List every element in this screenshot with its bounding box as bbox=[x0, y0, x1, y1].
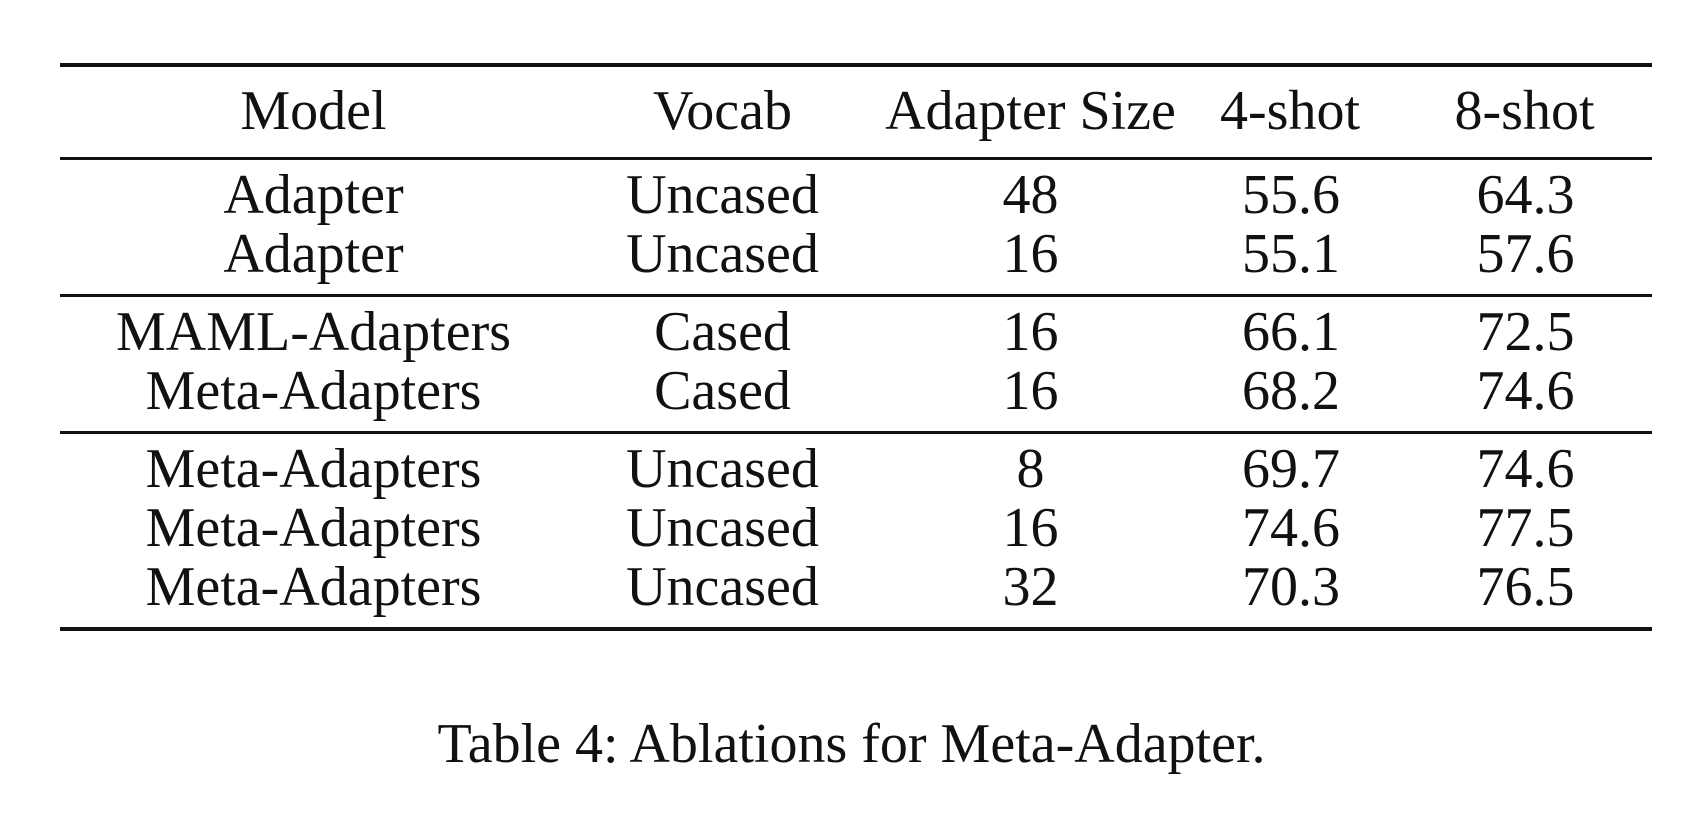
table-row: Adapter Uncased 48 55.6 64.3 bbox=[60, 159, 1652, 226]
header-row: Model Vocab Adapter Size 4-shot 8-shot bbox=[60, 65, 1652, 159]
header-adapter-size: Adapter Size bbox=[885, 79, 1176, 142]
table-row: Meta-Adapters Uncased 32 70.3 76.5 bbox=[60, 558, 1652, 629]
cell-vocab: Cased bbox=[654, 360, 791, 422]
cell-8-shot: 74.6 bbox=[1476, 438, 1575, 500]
cell-8-shot: 64.3 bbox=[1476, 164, 1575, 226]
table-row: Meta-Adapters Cased 16 68.2 74.6 bbox=[60, 362, 1652, 433]
header-vocab: Vocab bbox=[653, 79, 792, 142]
header-8-shot: 8-shot bbox=[1454, 79, 1595, 142]
cell-8-shot: 76.5 bbox=[1476, 556, 1575, 618]
cell-vocab: Uncased bbox=[626, 556, 819, 618]
cell-model: Meta-Adapters bbox=[145, 360, 482, 422]
table-row: MAML-Adapters Cased 16 66.1 72.5 bbox=[60, 296, 1652, 363]
cell-vocab: Uncased bbox=[626, 223, 819, 285]
ablation-table: Model Vocab Adapter Size 4-shot 8-shot A… bbox=[60, 63, 1652, 631]
header-model: Model bbox=[240, 79, 387, 142]
header-4-shot: 4-shot bbox=[1220, 79, 1360, 142]
cell-vocab: Cased bbox=[654, 301, 791, 363]
cell-8-shot: 72.5 bbox=[1476, 301, 1575, 363]
cell-8-shot: 57.6 bbox=[1476, 223, 1575, 285]
cell-adapter-size: 16 bbox=[1002, 223, 1059, 285]
cell-8-shot: 77.5 bbox=[1476, 497, 1575, 559]
cell-model: MAML-Adapters bbox=[115, 301, 512, 363]
cell-model: Meta-Adapters bbox=[145, 556, 482, 618]
cell-model: Adapter bbox=[223, 164, 404, 226]
row-group-3: Meta-Adapters Uncased 8 69.7 74.6 Meta-A… bbox=[60, 433, 1652, 629]
cell-model: Adapter bbox=[223, 223, 404, 285]
cell-model: Meta-Adapters bbox=[145, 497, 482, 559]
results-table-container: Model Vocab Adapter Size 4-shot 8-shot A… bbox=[60, 63, 1652, 631]
cell-adapter-size: 16 bbox=[1002, 497, 1059, 559]
cell-adapter-size: 8 bbox=[1016, 438, 1045, 500]
cell-4-shot: 55.1 bbox=[1242, 223, 1340, 285]
row-group-2: MAML-Adapters Cased 16 66.1 72.5 Meta-Ad… bbox=[60, 296, 1652, 433]
table-row: Meta-Adapters Uncased 16 74.6 77.5 bbox=[60, 499, 1652, 558]
cell-4-shot: 70.3 bbox=[1242, 556, 1340, 618]
cell-adapter-size: 48 bbox=[1002, 164, 1059, 226]
table-header: Model Vocab Adapter Size 4-shot 8-shot bbox=[60, 65, 1652, 159]
cell-adapter-size: 16 bbox=[1002, 360, 1059, 422]
cell-vocab: Uncased bbox=[626, 164, 819, 226]
cell-vocab: Uncased bbox=[626, 497, 819, 559]
table-caption: Table 4: Ablations for Meta-Adapter. bbox=[437, 713, 1266, 775]
row-group-1: Adapter Uncased 48 55.6 64.3 Adapter Unc… bbox=[60, 159, 1652, 296]
cell-adapter-size: 16 bbox=[1002, 301, 1059, 363]
cell-model: Meta-Adapters bbox=[145, 438, 482, 500]
cell-4-shot: 66.1 bbox=[1242, 301, 1340, 363]
cell-adapter-size: 32 bbox=[1002, 556, 1059, 618]
table-row: Adapter Uncased 16 55.1 57.6 bbox=[60, 225, 1652, 296]
cell-4-shot: 55.6 bbox=[1242, 164, 1340, 226]
cell-4-shot: 68.2 bbox=[1242, 360, 1340, 422]
table-row: Meta-Adapters Uncased 8 69.7 74.6 bbox=[60, 433, 1652, 500]
cell-vocab: Uncased bbox=[626, 438, 819, 500]
cell-4-shot: 74.6 bbox=[1242, 497, 1340, 559]
cell-4-shot: 69.7 bbox=[1242, 438, 1340, 500]
cell-8-shot: 74.6 bbox=[1476, 360, 1575, 422]
